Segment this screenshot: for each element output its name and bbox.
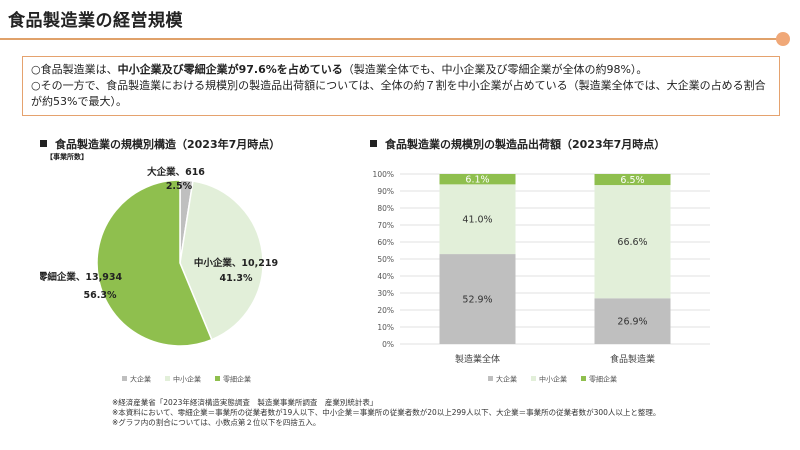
footnotes: ※経済産業省「2023年経済構造実態調査 製造業事業所調査 産業別統計表」 ※本… [112,398,660,428]
pie-percent-label-1: 41.3% [220,273,253,284]
pie-slice-1 [179,180,264,341]
pie-value-label-1: 中小企業、10,219 [194,257,278,269]
bar-ytick-4: 40% [377,272,394,281]
pie-value-label-0: 大企業、616 [147,166,205,178]
pie-chart-title-wrap: 食品製造業の規模別構造（2023年7月時点） [40,136,280,152]
bar-ytick-9: 90% [377,187,394,196]
bar-data-label-1-2: 6.5% [620,175,644,186]
pie-legend-label-1: 中小企業 [173,375,201,384]
page-title: 食品製造業の経営規模 [8,11,183,31]
bar-ytick-5: 50% [377,255,394,264]
bar-ytick-2: 20% [377,306,394,315]
bar-segment-1-0 [594,298,671,344]
pie-legend-label-2: 零細企業 [223,375,251,384]
pie-legend-swatch-1 [165,376,170,381]
square-bullet-icon [40,140,47,147]
summary-line-2: ○その一方で、食品製造業における規模別の製造品出荷額については、全体の約７割を中… [31,79,766,108]
pie-slice-2 [96,179,213,347]
bar-ytick-3: 30% [377,289,394,298]
bar-ytick-8: 80% [377,204,394,213]
pie-value-label-2: 零細企業、13,934 [40,271,122,283]
bar-category-label-1: 食品製造業 [610,353,655,365]
pie-percent-label-0: 2.5% [166,181,193,192]
bar-ytick-7: 70% [377,221,394,230]
bar-legend-label-1: 中小企業 [539,375,567,384]
summary-line-1-highlight: 中小企業及び零細企業が97.6%を占めている [117,63,343,76]
summary-line-1-pre: ○食品製造業は、 [31,63,118,76]
bar-legend-swatch-1 [531,376,536,381]
bar-chart-title-wrap: 食品製造業の規模別の製造品出荷額（2023年7月時点） [370,136,665,152]
decorative-dot-icon [776,32,790,46]
summary-box: ○食品製造業は、中小企業及び零細企業が97.6%を占めている（製造業全体でも、中… [22,56,780,116]
bar-data-label-1-0: 26.9% [617,317,647,328]
bar-segment-1-2 [594,174,671,186]
bar-chart-title: 食品製造業の規模別の製造品出荷額（2023年7月時点） [385,138,666,151]
bar-ytick-0: 0% [382,340,394,349]
pie-legend-swatch-2 [215,376,220,381]
pie-chart-title: 食品製造業の規模別構造（2023年7月時点） [55,138,281,151]
bar-legend-swatch-2 [581,376,586,381]
summary-line-1-post: （製造業全体でも、中小企業及び零細企業が全体の約98%）。 [342,63,648,76]
footnote-2: ※本資料において、零細企業＝事業所の従業者数が19人以下、中小企業＝事業所の従業… [112,408,661,417]
bar-data-label-0-2: 6.1% [465,175,489,186]
bar-ytick-1: 10% [377,323,394,332]
bar-segment-0-0 [439,254,516,344]
bar-data-label-1-1: 66.6% [617,237,647,248]
bar-data-label-0-0: 52.9% [462,295,492,306]
pie-chart: 大企業、616 2.5% 中小企業、10,219 41.3% 零細企業、13,934 56… [40,166,278,384]
bar-data-label-0-1: 41.0% [462,215,492,226]
bar-category-label-0: 製造業全体 [455,353,500,365]
title-divider [0,38,782,40]
pie-legend-swatch-0 [122,376,127,381]
bar-legend-swatch-0 [488,376,493,381]
pie-unit-label: 【事業所数】 [46,153,88,161]
bar-segment-1-1 [594,185,671,299]
footnote-1: ※経済産業省「2023年経済構造実態調査 製造業事業所調査 産業別統計表」 [112,398,378,407]
stacked-bar-chart: 0% 10% 20% 30% 40% 50% 60% 70% 80% 90% 100% 52.9% 41… [373,170,710,384]
pie-legend-label-0: 大企業 [130,375,151,384]
bar-legend-label-2: 零細企業 [589,375,617,384]
summary-line-1: ○食品製造業は、中小企業及び零細企業が97.6%を占めている（製造業全体でも、中… [31,62,771,78]
bar-segment-0-1 [439,184,516,255]
square-bullet-icon [370,140,377,147]
pie-percent-label-2: 56.3% [84,290,117,301]
footnote-3: ※グラフ内の割合については、小数点第２位以下を四捨五入。 [112,418,321,427]
bar-ytick-10: 100% [373,170,394,179]
bar-legend-label-0: 大企業 [496,375,517,384]
bar-ytick-6: 60% [377,238,394,247]
bar-segment-0-2 [439,174,516,185]
